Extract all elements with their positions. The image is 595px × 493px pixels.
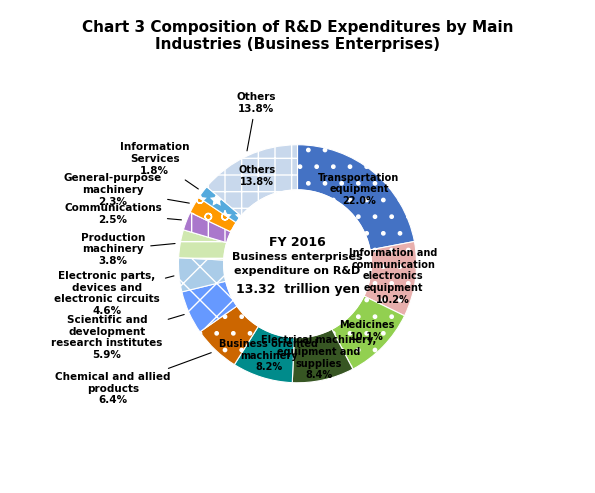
Text: expenditure on R&D: expenditure on R&D bbox=[234, 266, 361, 276]
Wedge shape bbox=[292, 329, 353, 383]
Circle shape bbox=[224, 190, 371, 338]
Text: Medicines
10.1%: Medicines 10.1% bbox=[339, 320, 394, 342]
Wedge shape bbox=[178, 230, 227, 260]
Text: Others
13.8%: Others 13.8% bbox=[239, 166, 275, 187]
Text: Others
13.8%: Others 13.8% bbox=[236, 92, 275, 151]
Wedge shape bbox=[364, 242, 416, 316]
Text: Production
machinery
3.8%: Production machinery 3.8% bbox=[81, 233, 175, 266]
Text: FY 2016: FY 2016 bbox=[269, 236, 326, 249]
Text: Chart 3 Composition of R&D Expenditures by Main
Industries (Business Enterprises: Chart 3 Composition of R&D Expenditures … bbox=[82, 20, 513, 52]
Wedge shape bbox=[298, 145, 414, 250]
Text: Scientific and
development
research institutes
5.9%: Scientific and development research inst… bbox=[51, 315, 184, 360]
Text: Information
Services
1.8%: Information Services 1.8% bbox=[120, 142, 198, 189]
Text: 13.32  trillion yen: 13.32 trillion yen bbox=[236, 283, 359, 296]
Text: Information and
communication
electronics
equipment
10.2%: Information and communication electronic… bbox=[349, 248, 437, 305]
Wedge shape bbox=[182, 281, 237, 332]
Text: Electronic parts,
devices and
electronic circuits
4.6%: Electronic parts, devices and electronic… bbox=[54, 271, 174, 316]
Wedge shape bbox=[206, 145, 298, 216]
Text: Business enterprises: Business enterprises bbox=[232, 251, 363, 262]
Wedge shape bbox=[190, 198, 236, 232]
Text: Chemical and allied
products
6.4%: Chemical and allied products 6.4% bbox=[55, 352, 211, 405]
Wedge shape bbox=[332, 296, 405, 369]
Text: Electrical machinery,
equipment and
supplies
8.4%: Electrical machinery, equipment and supp… bbox=[261, 335, 376, 380]
Text: Communications
2.5%: Communications 2.5% bbox=[64, 203, 181, 225]
Text: Business oriented
machinery
8.2%: Business oriented machinery 8.2% bbox=[220, 339, 318, 372]
Wedge shape bbox=[234, 326, 295, 383]
Text: Transportation
equipment
22.0%: Transportation equipment 22.0% bbox=[318, 173, 400, 206]
Wedge shape bbox=[183, 212, 231, 243]
Wedge shape bbox=[199, 187, 241, 223]
Wedge shape bbox=[178, 258, 226, 292]
Text: General-purpose
machinery
2.3%: General-purpose machinery 2.3% bbox=[64, 174, 189, 207]
Wedge shape bbox=[200, 306, 258, 365]
